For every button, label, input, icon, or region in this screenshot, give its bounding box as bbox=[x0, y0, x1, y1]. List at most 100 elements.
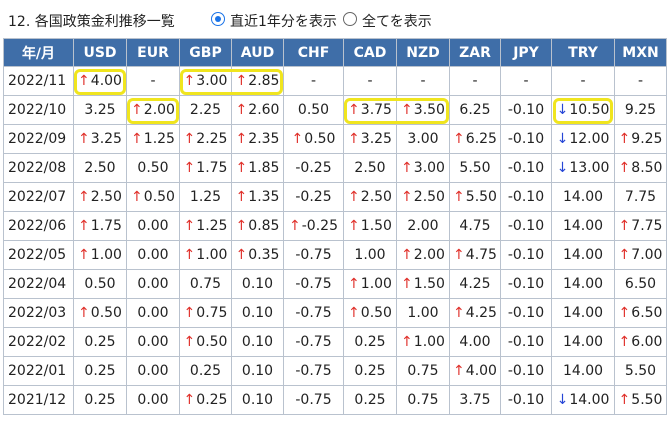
rate-value: 0.00 bbox=[137, 392, 168, 408]
rate-value: 0.50 bbox=[84, 276, 115, 292]
rate-cell-zar: ↑4.75 bbox=[449, 240, 501, 270]
rate-number: 2.85 bbox=[248, 73, 280, 89]
rate-number: - bbox=[420, 73, 426, 89]
rate-number: 4.00 bbox=[459, 334, 491, 350]
rate-value: 0.10 bbox=[242, 363, 273, 379]
arrow-up-icon: ↑ bbox=[235, 247, 248, 263]
rate-number: 6.25 bbox=[465, 131, 497, 147]
rate-cell-eur: 0.00 bbox=[126, 269, 180, 299]
rate-number: 0.10 bbox=[241, 305, 274, 321]
rate-cell-cad: 1.00 bbox=[343, 240, 397, 270]
rate-cell-eur: - bbox=[126, 66, 180, 96]
rate-number: 0.25 bbox=[84, 363, 116, 379]
arrow-up-icon: ↑ bbox=[618, 334, 631, 350]
rate-value: ↑-0.25 bbox=[289, 218, 338, 234]
rate-number: 1.00 bbox=[407, 305, 439, 321]
rate-value: 0.00 bbox=[137, 247, 168, 263]
rate-number: 6.50 bbox=[624, 276, 657, 292]
rate-cell-cad: ↑3.75 bbox=[343, 95, 397, 125]
rate-number: 0.25 bbox=[84, 392, 116, 408]
rate-cell-usd: ↑4.00 bbox=[73, 66, 127, 96]
arrow-up-icon: ↑ bbox=[78, 247, 90, 263]
column-header-eur: EUR bbox=[126, 38, 180, 67]
arrow-up-icon: ↑ bbox=[618, 131, 631, 147]
rate-value: ↑4.75 bbox=[453, 247, 497, 263]
rate-cell-eur: 0.00 bbox=[126, 385, 180, 415]
arrow-up-icon: ↑ bbox=[183, 218, 196, 234]
rate-number: 0.50 bbox=[297, 102, 330, 118]
rate-number: 6.25 bbox=[459, 102, 491, 118]
rate-value: 14.00 bbox=[563, 218, 603, 234]
rate-cell-gbp: ↑3.00 bbox=[179, 66, 232, 96]
rate-number: 0.00 bbox=[137, 334, 169, 350]
arrow-up-icon: ↑ bbox=[235, 131, 248, 147]
rate-value: ↑0.50 bbox=[292, 131, 336, 147]
rate-number: 1.25 bbox=[196, 218, 228, 234]
rate-cell-try: - bbox=[551, 66, 615, 96]
table-row: 2022/08 2.50 0.50 ↑1.75 ↑1.85 -0.25 2.50 ↑3.00 5… bbox=[3, 153, 667, 183]
arrow-up-icon: ↑ bbox=[401, 334, 413, 350]
rate-cell-mxn: 9.25 bbox=[614, 95, 667, 125]
rate-number: 0.10 bbox=[241, 334, 274, 350]
rate-value: -0.10 bbox=[508, 189, 544, 205]
rate-number: 2.50 bbox=[354, 160, 386, 176]
rate-value: 0.10 bbox=[242, 334, 273, 350]
rate-cell-chf: ↑-0.25 bbox=[283, 211, 344, 241]
radio-checked-icon bbox=[211, 12, 225, 26]
arrow-up-icon: ↑ bbox=[183, 334, 196, 350]
arrow-up-icon: ↑ bbox=[401, 102, 413, 118]
rate-cell-usd: ↑0.50 bbox=[73, 298, 127, 328]
rate-number: 0.75 bbox=[407, 392, 439, 408]
rate-value: ↑1.75 bbox=[78, 218, 122, 234]
rate-value: ↑1.00 bbox=[184, 247, 228, 263]
rate-number: - bbox=[580, 73, 586, 89]
rate-value: 0.10 bbox=[242, 276, 273, 292]
rate-number: 1.00 bbox=[354, 247, 386, 263]
rate-cell-gbp: 2.25 bbox=[179, 95, 232, 125]
rate-value: 2.50 bbox=[84, 160, 115, 176]
rate-value: ↑1.00 bbox=[348, 276, 392, 292]
rate-value: -0.25 bbox=[295, 160, 331, 176]
rate-number: 2.50 bbox=[84, 160, 116, 176]
table-row: 2022/05 ↑1.00 0.00 ↑1.00 ↑0.35 -0.75 1.00 ↑2.00… bbox=[3, 240, 667, 270]
rate-cell-nzd: ↑3.00 bbox=[396, 153, 450, 183]
rate-value: ↑1.00 bbox=[78, 247, 122, 263]
row-month: 2022/01 bbox=[3, 356, 74, 386]
table-row: 2022/04 0.50 0.00 0.75 0.10 -0.75 ↑1.00 ↑1.50 4.… bbox=[3, 269, 667, 299]
arrow-up-icon: ↑ bbox=[401, 247, 413, 263]
rate-value: ↑4.00 bbox=[453, 363, 497, 379]
rate-cell-mxn: 6.50 bbox=[614, 269, 667, 299]
rate-value: -0.75 bbox=[295, 276, 331, 292]
rate-cell-cad: ↑1.50 bbox=[343, 211, 397, 241]
rate-cell-aud: ↑1.85 bbox=[231, 153, 284, 183]
rate-cell-gbp: 0.75 bbox=[179, 269, 232, 299]
rate-number: 0.25 bbox=[354, 363, 386, 379]
rate-cell-gbp: ↑0.50 bbox=[179, 327, 232, 357]
rate-cell-try: ↓10.50 bbox=[551, 95, 615, 125]
arrow-up-icon: ↑ bbox=[131, 131, 143, 147]
row-month: 2022/10 bbox=[3, 95, 74, 125]
table-row: 2022/07 ↑2.50 ↑0.50 1.25 ↑1.35 -0.25 ↑2.50 ↑2.5… bbox=[3, 182, 667, 212]
rate-number: 7.00 bbox=[631, 247, 663, 263]
rate-value: 0.25 bbox=[354, 334, 385, 350]
rate-cell-gbp: 0.25 bbox=[179, 356, 232, 386]
rate-number: 3.50 bbox=[413, 102, 445, 118]
row-month: 2022/06 bbox=[3, 211, 74, 241]
rate-value: ↑2.50 bbox=[78, 189, 122, 205]
rate-value: - bbox=[638, 73, 643, 89]
rate-number: 13.00 bbox=[569, 160, 610, 176]
rate-number: -0.75 bbox=[295, 363, 332, 379]
rate-number: -0.10 bbox=[507, 363, 545, 379]
rate-value: ↑3.00 bbox=[401, 160, 445, 176]
rate-value: 1.00 bbox=[354, 247, 385, 263]
rate-number: 14.00 bbox=[562, 305, 604, 321]
column-header-try: TRY bbox=[551, 38, 615, 67]
rate-number: 3.25 bbox=[90, 131, 122, 147]
arrow-up-icon: ↑ bbox=[401, 189, 413, 205]
rate-cell-mxn: - bbox=[614, 66, 667, 96]
rate-number: 3.00 bbox=[196, 73, 228, 89]
top-bar: 12. 各国政策金利推移一覧 直近1年分を表示 全てを表示 bbox=[0, 0, 669, 38]
rate-value: 14.00 bbox=[563, 247, 603, 263]
rate-cell-mxn: ↑8.50 bbox=[614, 153, 667, 183]
